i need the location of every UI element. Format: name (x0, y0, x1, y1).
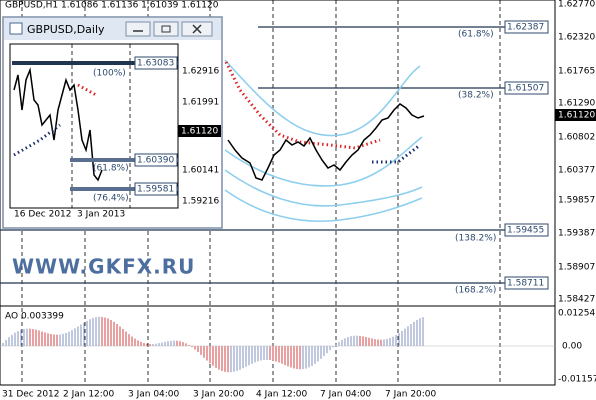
fib-price: 1.63083 (137, 59, 174, 69)
time-label: 3 Jan 20:00 (193, 390, 245, 400)
price-label: 1.60377 (558, 166, 595, 176)
price-label: 1.62916 (182, 67, 219, 77)
time-label: 7 Jan 20:00 (385, 390, 437, 400)
ao-label: AO 0.003399 (5, 312, 64, 322)
fib-box (134, 56, 178, 70)
fib-label: (100%) (93, 69, 126, 79)
price-label: 1.60141 (182, 166, 219, 176)
envelope (224, 59, 421, 137)
sar-dots (13, 123, 61, 157)
time-label: 4 Jan 12:00 (256, 390, 308, 400)
price-label: 1.60802 (558, 133, 595, 143)
envelope (224, 169, 423, 207)
price-candles (227, 103, 425, 181)
time-label: 3 Jan 04:00 (128, 390, 180, 400)
price-label: 1.62320 (558, 33, 595, 43)
fib-label: (61.8%) (458, 30, 494, 40)
inset-icon (9, 22, 23, 35)
fib-label: (61.8%) (93, 164, 129, 174)
fib-price: 1.59455 (507, 226, 544, 236)
fib-price: 1.58711 (507, 279, 544, 289)
fib-label: (138.2%) (455, 234, 496, 244)
inset-title: GBPUSD,Daily (27, 23, 105, 36)
maximize-button[interactable] (153, 21, 179, 37)
watermark: WWW.GKFX.RU (12, 255, 195, 279)
price-label: 1.59216 (182, 197, 219, 207)
fib-box (134, 182, 178, 196)
price-label: 1.59857 (558, 196, 595, 206)
price-label: 1.58427 (558, 295, 595, 305)
time-axis: 31 Dec 2012 2 Jan 12:00 3 Jan 04:00 3 Ja… (2, 390, 437, 400)
fib-box (504, 81, 549, 95)
price-label: 1.58907 (558, 263, 595, 273)
fib-label: (38.2%) (458, 91, 494, 101)
inset-window[interactable]: GBPUSD,Daily (100%) 1.63083 (61.8%) 1.60… (2, 16, 223, 229)
time-label: 16 Dec 2012 (14, 210, 72, 220)
fib-box (504, 276, 549, 290)
ao-axis-label: -0.01157 (558, 375, 596, 385)
current-price-box (178, 125, 221, 137)
indicators (224, 59, 425, 223)
fib-price: 1.62387 (507, 23, 544, 33)
time-label: 31 Dec 2012 (2, 390, 60, 400)
minimize-button[interactable] (125, 21, 151, 37)
envelope (224, 189, 423, 223)
ao-axis-label: 0.012547 (558, 309, 596, 319)
fib-label: (168.2%) (455, 286, 496, 296)
fib-price: 1.61507 (507, 84, 544, 94)
price-label: 1.61765 (558, 67, 595, 77)
time-label: 7 Jan 04:00 (320, 390, 372, 400)
fib-box (504, 223, 549, 237)
price-label: 1.62770 (558, 0, 595, 10)
fib-box (504, 20, 549, 34)
current-price: 1.61120 (558, 111, 595, 121)
ao-histogram (2, 316, 424, 373)
fib-box (134, 153, 178, 167)
price-label: 1.61991 (182, 98, 219, 108)
envelope (224, 136, 423, 187)
time-label: 3 Jan 2013 (77, 210, 125, 220)
inset-plot (9, 43, 179, 209)
price-label: 1.61290 (558, 99, 595, 109)
price-label: 1.59387 (558, 229, 595, 239)
current-price: 1.61120 (181, 127, 218, 137)
chart-header: GBPUSD,H1 1.61086 1.61136 1.61039 1.6112… (5, 1, 219, 11)
inset-candles (13, 67, 103, 182)
fib-price: 1.59581 (137, 185, 174, 195)
sar-dots (224, 61, 381, 150)
fib-price: 1.60390 (137, 156, 174, 166)
sar-dots (77, 83, 97, 97)
maximize-icon (161, 25, 171, 33)
time-label: 2 Jan 12:00 (63, 390, 115, 400)
ao-axis-label: 0.00 (562, 342, 582, 352)
price-axis: 1.62770 1.62320 1.61765 1.61290 1.61120 … (555, 0, 596, 385)
fib-label: (76.4%) (93, 194, 129, 204)
close-icon (192, 24, 202, 34)
current-price-box (555, 109, 596, 121)
